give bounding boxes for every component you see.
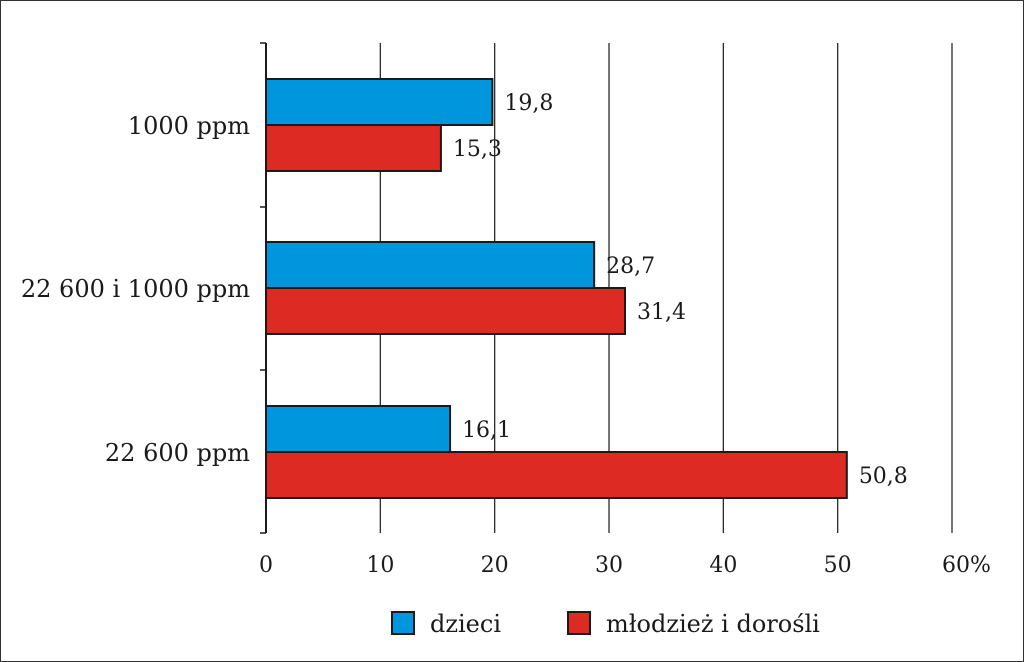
x-tick-label: 60%	[942, 553, 991, 578]
legend-swatch	[391, 611, 415, 635]
data-label: 31,4	[637, 300, 686, 325]
category-label: 22 600 i 1000 ppm	[21, 275, 250, 303]
category-label: 22 600 ppm	[105, 439, 250, 467]
labels: 19,8 28,7 16,1 15,3 31,4 50,8 1000 ppm 22 600 i…	[21, 91, 991, 578]
x-tick-label: 0	[259, 553, 273, 578]
bar-mlodziez-2	[265, 451, 848, 499]
legend-label: dzieci	[430, 610, 501, 638]
data-label: 28,7	[606, 254, 655, 279]
x-tick-label: 10	[366, 553, 394, 578]
bar-dzieci-1	[265, 241, 596, 289]
bars	[265, 78, 848, 499]
legend-label: młodzież i dorośli	[606, 610, 820, 638]
legend: dzieci młodzież i dorośli	[391, 610, 820, 638]
legend-swatch	[567, 611, 591, 635]
data-label: 16,1	[462, 418, 511, 443]
category-label: 1000 ppm	[128, 112, 250, 140]
bar-dzieci-0	[265, 78, 494, 126]
x-tick-label: 50	[824, 553, 852, 578]
data-label: 50,8	[859, 464, 908, 489]
data-label: 15,3	[453, 137, 502, 162]
x-tick-label: 20	[481, 553, 509, 578]
x-tick-label: 40	[709, 553, 737, 578]
x-tick-label: 30	[595, 553, 623, 578]
bar-mlodziez-0	[265, 124, 442, 172]
axes	[260, 42, 267, 534]
data-label: 19,8	[504, 91, 553, 116]
bar-mlodziez-1	[265, 287, 627, 335]
bar-dzieci-2	[265, 405, 452, 453]
